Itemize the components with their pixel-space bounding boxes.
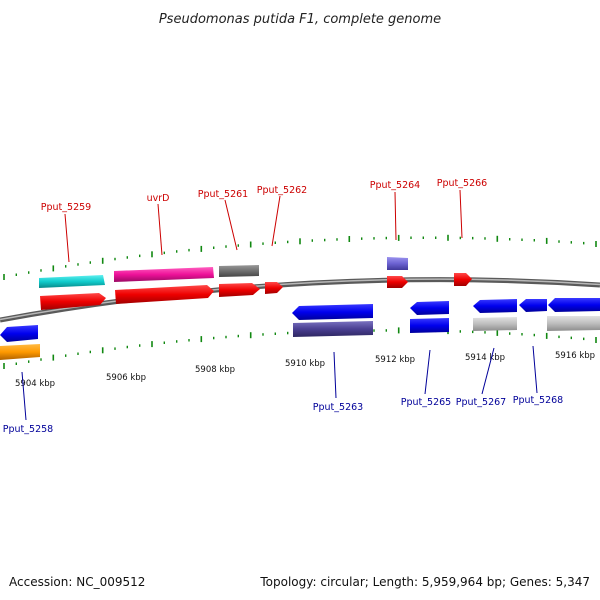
gene-pput-5262[interactable] — [265, 282, 283, 294]
label-pput-5264: Pput_5264 — [370, 180, 420, 191]
leader-pput-5259 — [64, 213, 70, 263]
label-uvrd: uvrD — [147, 193, 170, 204]
kbp-label-5912: 5912 kbp — [375, 355, 415, 365]
gene-next-reverse-cog[interactable] — [547, 316, 600, 331]
kbp-label-5910: 5910 kbp — [285, 359, 325, 369]
kbp-label-5916: 5916 kbp — [555, 351, 595, 361]
gene-uvrd-cog[interactable] — [114, 267, 214, 282]
gene-pput-5265[interactable] — [410, 301, 449, 315]
leader-pput-5266 — [459, 189, 463, 239]
leader-pput-5261 — [224, 199, 238, 251]
gene-pput-5259[interactable] — [40, 293, 106, 310]
gene-pput-5261[interactable] — [219, 283, 260, 297]
leader-pput-5262 — [271, 195, 281, 247]
gene-uvrd[interactable] — [115, 285, 214, 304]
kbp-label-5906: 5906 kbp — [106, 373, 146, 383]
gene-pput-5261-cog[interactable] — [219, 265, 259, 277]
gene-pput-5258[interactable] — [0, 325, 38, 342]
label-pput-5261: Pput_5261 — [198, 189, 248, 200]
label-pput-5268: Pput_5268 — [513, 395, 563, 406]
label-pput-5258: Pput_5258 — [3, 424, 53, 435]
gene-pput-5263[interactable] — [292, 304, 373, 320]
outer-tick-track — [3, 234, 597, 280]
kbp-label-5904: 5904 kbp — [15, 379, 55, 389]
leader-pput-5267 — [481, 347, 495, 395]
gene-next-reverse[interactable] — [548, 298, 600, 312]
kbp-label-5914: 5914 kbp — [465, 353, 505, 363]
gene-pput-5264[interactable] — [387, 276, 408, 288]
label-pput-5266: Pput_5266 — [437, 178, 487, 189]
label-pput-5262: Pput_5262 — [257, 185, 307, 196]
leader-pput-5265 — [424, 349, 431, 395]
gene-pput-5258-cog[interactable] — [0, 344, 40, 360]
gene-pput-5259-cog[interactable] — [39, 275, 105, 288]
label-pput-5259: Pput_5259 — [41, 202, 91, 213]
map-title: Pseudomonas putida F1, complete genome — [159, 12, 441, 27]
leader-pput-5264 — [394, 191, 397, 241]
gene-pput-5267-cog[interactable] — [473, 317, 517, 331]
kbp-label-5908: 5908 kbp — [195, 365, 235, 375]
accession-text: Accession: NC_009512 — [9, 575, 145, 589]
label-pput-5263: Pput_5263 — [313, 402, 363, 413]
gene-pput-5267[interactable] — [473, 299, 517, 313]
label-pput-5267: Pput_5267 — [456, 397, 506, 408]
gene-pput-5266[interactable] — [454, 273, 472, 286]
gene-pput-5265-cog[interactable] — [410, 318, 449, 333]
genome-summary-text: Topology: circular; Length: 5,959,964 bp… — [259, 575, 590, 589]
gene-pput-5264-cog[interactable] — [387, 257, 408, 270]
leader-uvrd — [157, 203, 163, 256]
leader-pput-5268 — [532, 345, 538, 394]
gene-pput-5268[interactable] — [519, 299, 547, 312]
gene-pput-5263-cog[interactable] — [293, 321, 373, 337]
leader-pput-5263 — [333, 351, 337, 399]
leader-pput-5258 — [21, 371, 27, 421]
label-pput-5265: Pput_5265 — [401, 397, 451, 408]
